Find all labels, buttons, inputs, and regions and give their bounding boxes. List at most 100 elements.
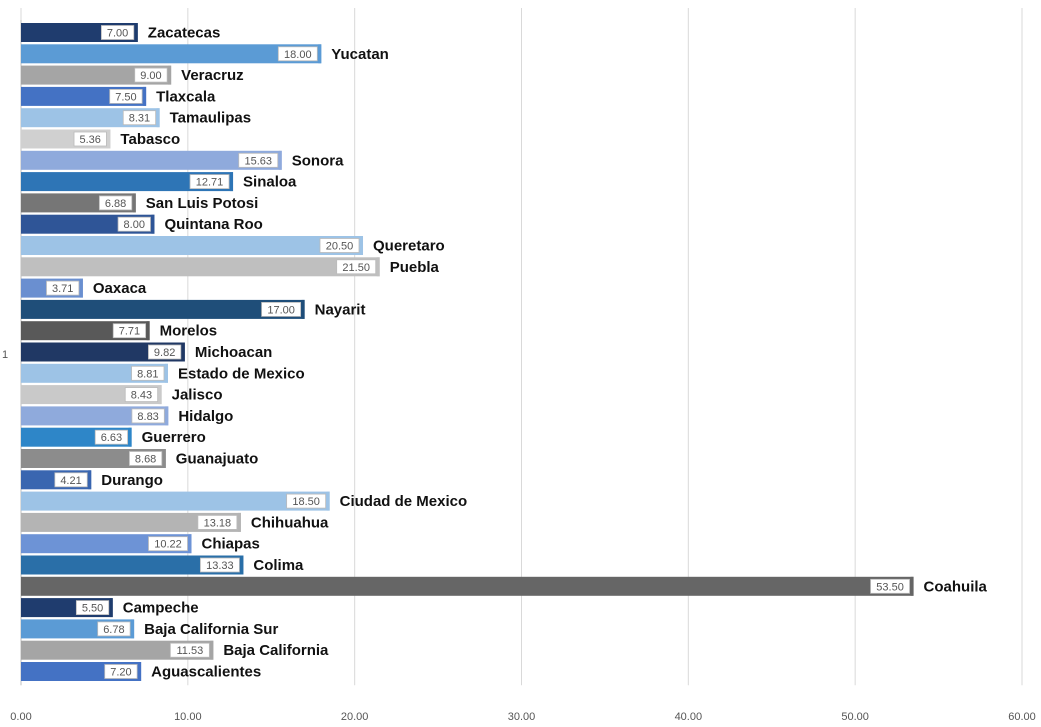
bar [21, 640, 214, 660]
data-label: 5.50 [82, 603, 103, 615]
data-label: 8.68 [135, 454, 156, 466]
data-label-box [199, 557, 240, 573]
category-label: Queretaro [373, 238, 445, 255]
bar [21, 172, 234, 192]
bar-end-cap [162, 449, 166, 468]
data-label-box [238, 152, 279, 168]
data-label: 8.00 [124, 219, 145, 231]
bar-end-cap [240, 555, 244, 575]
bar-group: 12.71 Sinaloa [21, 172, 297, 192]
bar [21, 406, 169, 426]
data-label: 11.53 [176, 645, 203, 657]
category-label: Sonora [292, 152, 344, 169]
data-label: 7.00 [107, 28, 128, 40]
data-label: 53.50 [876, 581, 904, 593]
bar-end-cap [188, 534, 192, 554]
category-label: Puebla [390, 259, 440, 276]
category-label: Morelos [160, 323, 218, 340]
bar-end-cap [79, 278, 83, 298]
bar-group: 5.50 Campeche [21, 598, 199, 618]
data-label-box [870, 578, 910, 594]
data-label: 13.33 [206, 560, 234, 572]
x-tick-label: 10.00 [174, 711, 202, 723]
grid-lines [20, 8, 1023, 686]
category-label: Zacatecas [148, 25, 221, 42]
data-label: 17.00 [267, 304, 295, 316]
data-label: 6.78 [103, 624, 124, 636]
bar-group: 8.68 Guanajuato [21, 449, 258, 468]
bar-group: 10.22 Chiapas [21, 534, 260, 554]
data-label-box [319, 238, 360, 253]
bar [21, 257, 380, 277]
data-label-box [277, 46, 318, 62]
category-label: Chiapas [202, 536, 260, 553]
category-label: San Luis Potosi [146, 195, 259, 212]
bar-group: 8.43 Jalisco [21, 385, 223, 405]
data-label: 9.00 [140, 70, 161, 82]
category-label: Guanajuato [176, 451, 259, 468]
bar-group: 5.36 Tabasco [21, 129, 180, 149]
bar-group: 8.31 Tamaulipas [21, 108, 251, 128]
bar-group: 8.81 Estado de Mexico [21, 363, 305, 383]
bar-end-cap [156, 108, 160, 128]
bar [21, 342, 185, 362]
bar-end-cap [146, 321, 150, 341]
category-label: Guerrero [142, 429, 206, 446]
bar-group: 17.00 Nayarit [21, 299, 366, 319]
data-label-box [98, 195, 133, 211]
data-label-box [75, 600, 110, 615]
data-label-box [124, 387, 159, 403]
bar-group: 7.00 Zacatecas [21, 23, 220, 42]
data-label: 8.81 [137, 368, 158, 380]
data-label: 21.50 [342, 262, 370, 274]
category-label: Coahuila [924, 578, 988, 595]
bar-group: 6.63 Guerrero [21, 427, 206, 447]
bar-group: 9.82 Michoacan [21, 342, 273, 362]
bar-end-cap [165, 406, 169, 426]
bar-end-cap [168, 65, 172, 85]
category-label: Aguascalientes [151, 664, 261, 681]
bar [21, 512, 241, 532]
bar-group: 8.00 Quintana Roo [21, 214, 263, 234]
bar-end-cap [376, 257, 380, 277]
axis-marker-label: 1 [2, 349, 8, 361]
bar-group: 7.20 Aguascalientes [21, 662, 261, 681]
bars: 7.00 Zacatecas 18.00 Yucatan 9.00 Veracruz 7.5… [21, 23, 988, 681]
x-tick-label: 40.00 [675, 711, 703, 723]
data-label-box [104, 664, 138, 679]
bar [21, 576, 914, 596]
data-label: 7.50 [115, 91, 136, 103]
category-label: Michoacan [195, 344, 273, 361]
data-label-box [131, 408, 165, 424]
x-tick-label: 60.00 [1008, 711, 1036, 723]
x-tick-label: 30.00 [508, 711, 536, 723]
category-label: Colima [253, 557, 304, 574]
bar-end-cap [230, 172, 234, 192]
data-label: 4.21 [60, 475, 81, 487]
data-label-box [169, 642, 210, 658]
data-label: 8.31 [129, 113, 150, 125]
x-tick-label: 50.00 [841, 711, 869, 723]
data-label-box [148, 536, 188, 552]
data-label: 15.63 [244, 155, 272, 167]
bar-end-cap [301, 299, 305, 319]
category-label: Oaxaca [93, 280, 147, 297]
data-label-box [100, 25, 135, 40]
bar-end-cap [164, 363, 168, 383]
bar-group: 11.53 Baja California [21, 640, 329, 660]
category-label: Baja California Sur [144, 621, 278, 638]
data-label-box [148, 344, 182, 360]
bar [21, 236, 364, 255]
bar-group: 18.00 Yucatan [21, 44, 389, 64]
bar [21, 491, 330, 511]
data-label-box [286, 493, 327, 509]
category-label: Hidalgo [178, 408, 233, 425]
category-label: Baja California [223, 642, 329, 659]
bar-group: 21.50 Puebla [21, 257, 440, 277]
x-tick-label: 0.00 [10, 711, 31, 723]
bar-group: 6.88 San Luis Potosi [21, 193, 259, 213]
category-label: Nayarit [315, 301, 366, 318]
category-label: Campeche [123, 600, 199, 617]
bar-end-cap [278, 150, 282, 170]
